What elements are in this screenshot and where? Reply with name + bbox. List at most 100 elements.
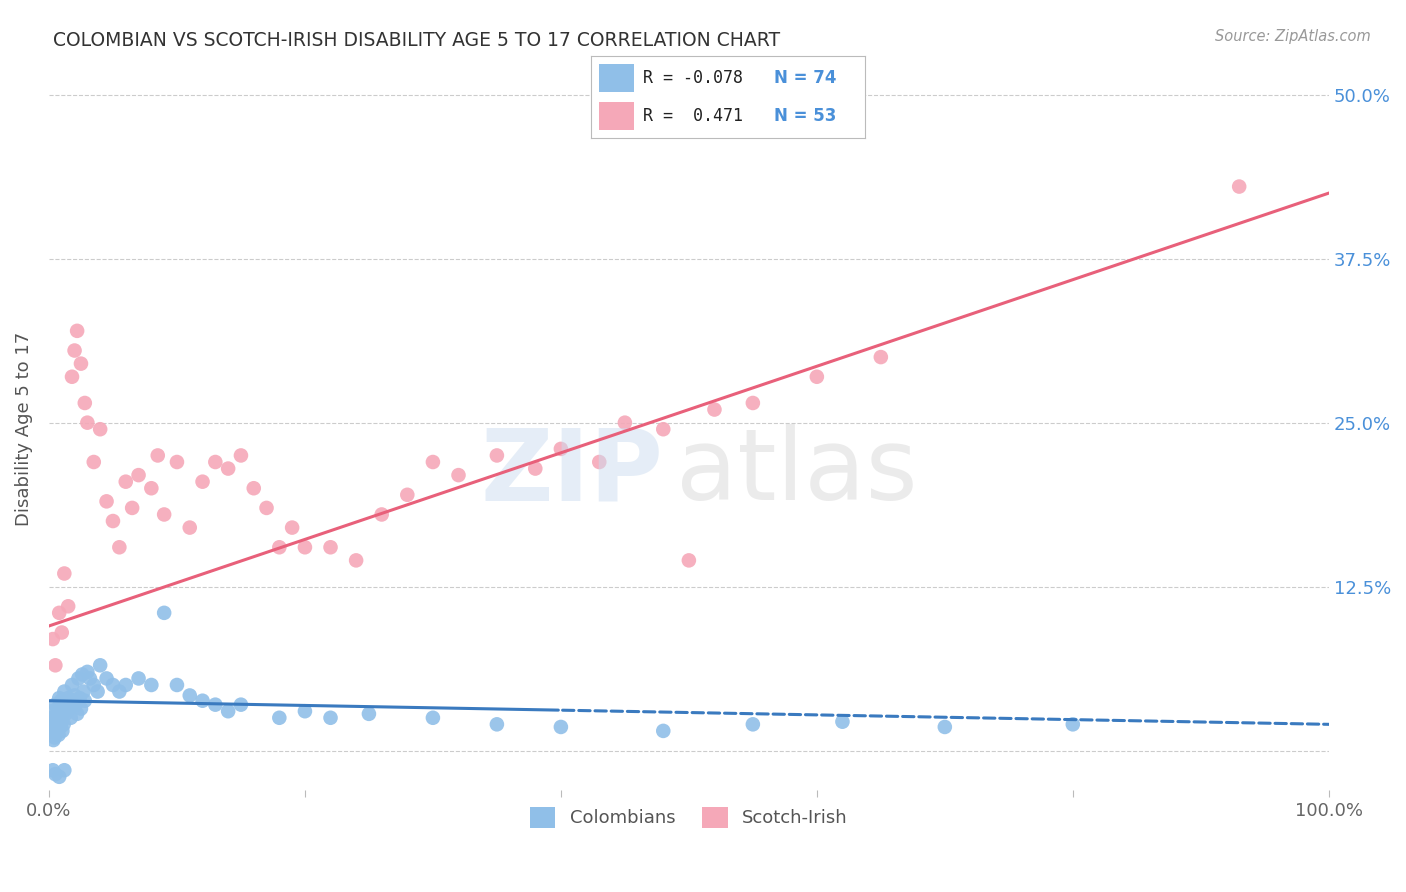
Point <box>53 684 76 698</box>
Point <box>242 481 264 495</box>
Point <box>108 541 131 555</box>
Point <box>217 704 239 718</box>
Point <box>53 566 76 581</box>
Point <box>652 723 675 738</box>
Point <box>741 396 763 410</box>
Point <box>447 468 470 483</box>
Point <box>114 475 136 489</box>
Point <box>204 698 226 712</box>
Point <box>39 723 62 738</box>
Point <box>319 711 342 725</box>
Point <box>51 714 73 729</box>
Point <box>79 672 101 686</box>
Point <box>831 714 853 729</box>
Point <box>42 763 65 777</box>
Point <box>89 422 111 436</box>
Point <box>44 731 66 745</box>
Point <box>63 343 86 358</box>
Point <box>121 500 143 515</box>
Point <box>55 706 77 721</box>
Point <box>96 672 118 686</box>
Point <box>1062 717 1084 731</box>
Point <box>217 461 239 475</box>
Legend: Colombians, Scotch-Irish: Colombians, Scotch-Irish <box>523 800 855 835</box>
Point <box>191 694 214 708</box>
Point <box>357 706 380 721</box>
Point <box>48 728 70 742</box>
Point <box>550 720 572 734</box>
Point <box>49 711 72 725</box>
Point <box>83 678 105 692</box>
Point <box>101 678 124 692</box>
Point <box>41 704 63 718</box>
Point <box>53 704 76 718</box>
Point <box>60 369 83 384</box>
Point <box>73 694 96 708</box>
Point <box>70 357 93 371</box>
Point <box>146 449 169 463</box>
Point <box>53 763 76 777</box>
Point <box>294 704 316 718</box>
Point <box>613 416 636 430</box>
Point <box>204 455 226 469</box>
Point <box>39 717 62 731</box>
Point <box>73 396 96 410</box>
Point <box>59 711 82 725</box>
Bar <box>599 64 634 92</box>
Point <box>48 606 70 620</box>
Text: R =  0.471: R = 0.471 <box>643 107 742 125</box>
Point <box>229 449 252 463</box>
Point <box>51 723 73 738</box>
Point <box>89 658 111 673</box>
Point <box>934 720 956 734</box>
Text: ZIP: ZIP <box>481 424 664 521</box>
Point <box>741 717 763 731</box>
Point <box>422 711 444 725</box>
Point <box>396 488 419 502</box>
Point <box>42 714 65 729</box>
Point <box>269 541 291 555</box>
Point <box>44 698 66 712</box>
Point <box>96 494 118 508</box>
Point <box>524 461 547 475</box>
Point <box>44 767 66 781</box>
Point <box>166 678 188 692</box>
Text: COLOMBIAN VS SCOTCH-IRISH DISABILITY AGE 5 TO 17 CORRELATION CHART: COLOMBIAN VS SCOTCH-IRISH DISABILITY AGE… <box>53 31 780 50</box>
Point <box>56 599 79 614</box>
Point <box>179 520 201 534</box>
Point <box>70 701 93 715</box>
Point <box>678 553 700 567</box>
Point <box>256 500 278 515</box>
Point <box>62 694 84 708</box>
Point <box>128 468 150 483</box>
Point <box>281 520 304 534</box>
Point <box>141 678 163 692</box>
Point <box>46 701 69 715</box>
Point <box>66 324 89 338</box>
Point <box>70 667 93 681</box>
Point <box>83 455 105 469</box>
Point <box>652 422 675 436</box>
Point <box>52 698 75 712</box>
Point <box>294 541 316 555</box>
Point <box>108 684 131 698</box>
Point <box>179 689 201 703</box>
Point <box>42 733 65 747</box>
Point <box>166 455 188 469</box>
Text: N = 74: N = 74 <box>775 70 837 87</box>
Point <box>141 481 163 495</box>
Point <box>45 717 67 731</box>
Point <box>76 665 98 679</box>
Point <box>101 514 124 528</box>
Point <box>86 684 108 698</box>
Point <box>153 508 176 522</box>
Point <box>48 770 70 784</box>
Point <box>1227 179 1250 194</box>
Point <box>60 678 83 692</box>
Point <box>41 711 63 725</box>
Point <box>66 706 89 721</box>
Point <box>58 701 80 715</box>
Bar <box>599 103 634 130</box>
Point <box>48 691 70 706</box>
Point <box>46 706 69 721</box>
